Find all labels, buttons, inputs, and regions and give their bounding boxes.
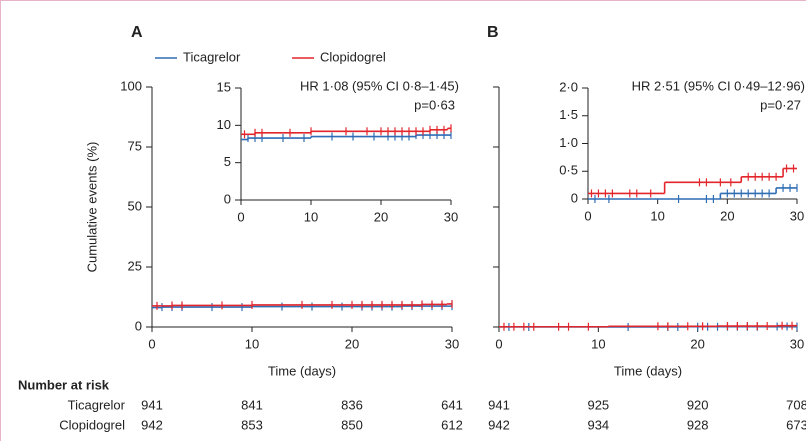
risk-title: Number at risk <box>18 377 110 392</box>
x-tick-label: 20 <box>374 209 388 224</box>
y-tick-label: 1·5 <box>559 107 578 122</box>
hazard-ratio: HR 1·08 (95% CI 0·8–1·45) <box>300 78 459 93</box>
p-value: p=0·63 <box>414 97 455 112</box>
y-tick-label: 75 <box>128 138 142 153</box>
panel-label: A <box>131 24 143 41</box>
x-axis-label: Time (days) <box>614 363 682 378</box>
risk-count: 836 <box>341 397 363 412</box>
risk-count: 850 <box>341 417 363 432</box>
risk-count: 941 <box>141 397 163 412</box>
p-value: p=0·27 <box>760 97 801 112</box>
risk-count: 920 <box>687 397 709 412</box>
x-tick-label: 10 <box>591 336 605 351</box>
risk-count: 928 <box>687 417 709 432</box>
risk-count: 708 <box>786 397 806 412</box>
y-tick-label: 0 <box>224 191 231 206</box>
y-tick-label: 1·0 <box>559 135 578 150</box>
y-tick-label: 15 <box>217 79 231 94</box>
x-tick-label: 30 <box>790 208 804 223</box>
risk-count: 925 <box>587 397 609 412</box>
x-tick-label: 30 <box>790 336 804 351</box>
y-tick-label: 0·5 <box>559 163 578 178</box>
y-tick-label: 2·0 <box>559 79 578 94</box>
risk-count: 853 <box>241 417 263 432</box>
risk-count: 934 <box>587 417 609 432</box>
legend-label: Ticagrelor <box>183 49 241 64</box>
x-tick-label: 0 <box>237 209 244 224</box>
risk-count: 673 <box>786 417 806 432</box>
y-tick-label: 5 <box>224 154 231 169</box>
x-tick-label: 20 <box>690 336 704 351</box>
risk-count: 612 <box>441 417 463 432</box>
panel-label: B <box>487 24 499 41</box>
x-tick-label: 30 <box>445 336 459 351</box>
risk-row-label: Ticagrelor <box>68 397 126 412</box>
x-axis-label: Time (days) <box>268 363 336 378</box>
y-tick-label: 25 <box>128 258 142 273</box>
x-tick-label: 20 <box>345 336 359 351</box>
risk-count: 841 <box>241 397 263 412</box>
legend-label: Clopidogrel <box>320 49 386 64</box>
y-tick-label: 100 <box>120 78 142 93</box>
y-tick-label: 50 <box>128 198 142 213</box>
risk-row-label: Clopidogrel <box>59 417 125 432</box>
risk-count: 942 <box>488 417 510 432</box>
y-tick-label: 0 <box>135 318 142 333</box>
x-tick-label: 10 <box>245 336 259 351</box>
y-axis-label: Cumulative events (%) <box>84 142 99 273</box>
hazard-ratio: HR 2·51 (95% CI 0·49–12·96) <box>632 78 805 93</box>
y-tick-label: 0 <box>571 190 578 205</box>
x-tick-label: 0 <box>148 336 155 351</box>
x-tick-label: 20 <box>720 208 734 223</box>
x-tick-label: 0 <box>584 208 591 223</box>
risk-count: 941 <box>488 397 510 412</box>
x-tick-label: 10 <box>304 209 318 224</box>
x-tick-label: 0 <box>495 336 502 351</box>
x-tick-label: 10 <box>650 208 664 223</box>
risk-count: 641 <box>441 397 463 412</box>
risk-count: 942 <box>141 417 163 432</box>
x-tick-label: 30 <box>444 209 458 224</box>
y-tick-label: 10 <box>217 117 231 132</box>
